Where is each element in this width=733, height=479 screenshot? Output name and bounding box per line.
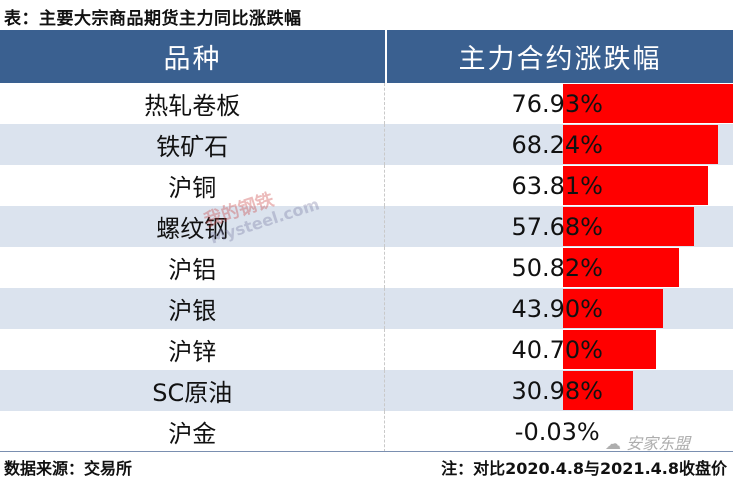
variety-cell: 沪金 [168,420,217,448]
variety-cell: 沪银 [168,297,217,325]
data-bar [563,371,634,410]
table-row: 沪银 43.90% [0,288,733,329]
table-body: 热轧卷板 76.93% 铁矿石 68.24% 沪铜 63.81% 螺纹钢 57.68% 沪铝 50… [0,83,733,452]
change-value: 30.98% [511,376,603,405]
variety-cell: 螺纹钢 [156,215,229,243]
variety-cell: 沪铝 [168,256,217,284]
data-bar [563,84,733,123]
change-value: -0.03% [514,417,600,446]
data-bar [563,330,657,369]
data-bar [563,166,709,205]
data-bar [563,289,664,328]
change-cell: 76.93% [384,83,733,124]
header-change: 主力合约涨跌幅 [385,30,733,83]
footnote: 注：对比2020.4.8与2021.4.8收盘价 [441,459,727,478]
data-bar [563,207,695,246]
table-row: SC原油 30.98% [0,370,733,411]
table-row: 沪铝 50.82% [0,247,733,288]
change-cell: 68.24% [384,124,733,165]
table-row: 沪铜 63.81% [0,165,733,206]
table-row: 铁矿石 68.24% [0,124,733,165]
change-cell: 50.82% [384,247,733,288]
account-watermark: ☁ 安家东盟 [605,434,691,453]
change-cell: 63.81% [384,165,733,206]
variety-cell: 热轧卷板 [144,92,241,120]
variety-cell: 铁矿石 [156,133,229,161]
change-value: 63.81% [511,171,603,200]
table-row: 沪锌 40.70% [0,329,733,370]
variety-cell: 沪铜 [168,174,217,202]
variety-cell: 沪锌 [168,338,217,366]
table-row: 沪金 -0.03% [0,411,733,452]
change-cell: 40.70% [384,329,733,370]
header-variety: 品种 [163,44,222,75]
change-value: 43.90% [511,294,603,323]
table-header: 品种 主力合约涨跌幅 [0,30,733,83]
data-bar [563,248,680,287]
change-value: 68.24% [511,130,603,159]
change-cell: 43.90% [384,288,733,329]
change-value: 50.82% [511,253,603,282]
futures-table: 品种 主力合约涨跌幅 热轧卷板 76.93% 铁矿石 68.24% 沪铜 63.81% 螺纹… [0,30,733,452]
change-value: 57.68% [511,212,603,241]
change-value: 76.93% [511,89,603,118]
variety-cell: SC原油 [152,379,233,407]
change-cell: 57.68% [384,206,733,247]
data-bar [563,125,719,164]
change-value: 40.70% [511,335,603,364]
change-cell: -0.03% [384,411,733,452]
footer-divider [0,451,733,452]
data-source: 数据来源：交易所 [4,459,133,478]
table-row: 热轧卷板 76.93% [0,83,733,124]
table-title: 表：主要大宗商品期货主力同比涨跌幅 [4,9,302,29]
table-row: 螺纹钢 57.68% [0,206,733,247]
change-cell: 30.98% [384,370,733,411]
wechat-icon: ☁ [605,434,627,453]
